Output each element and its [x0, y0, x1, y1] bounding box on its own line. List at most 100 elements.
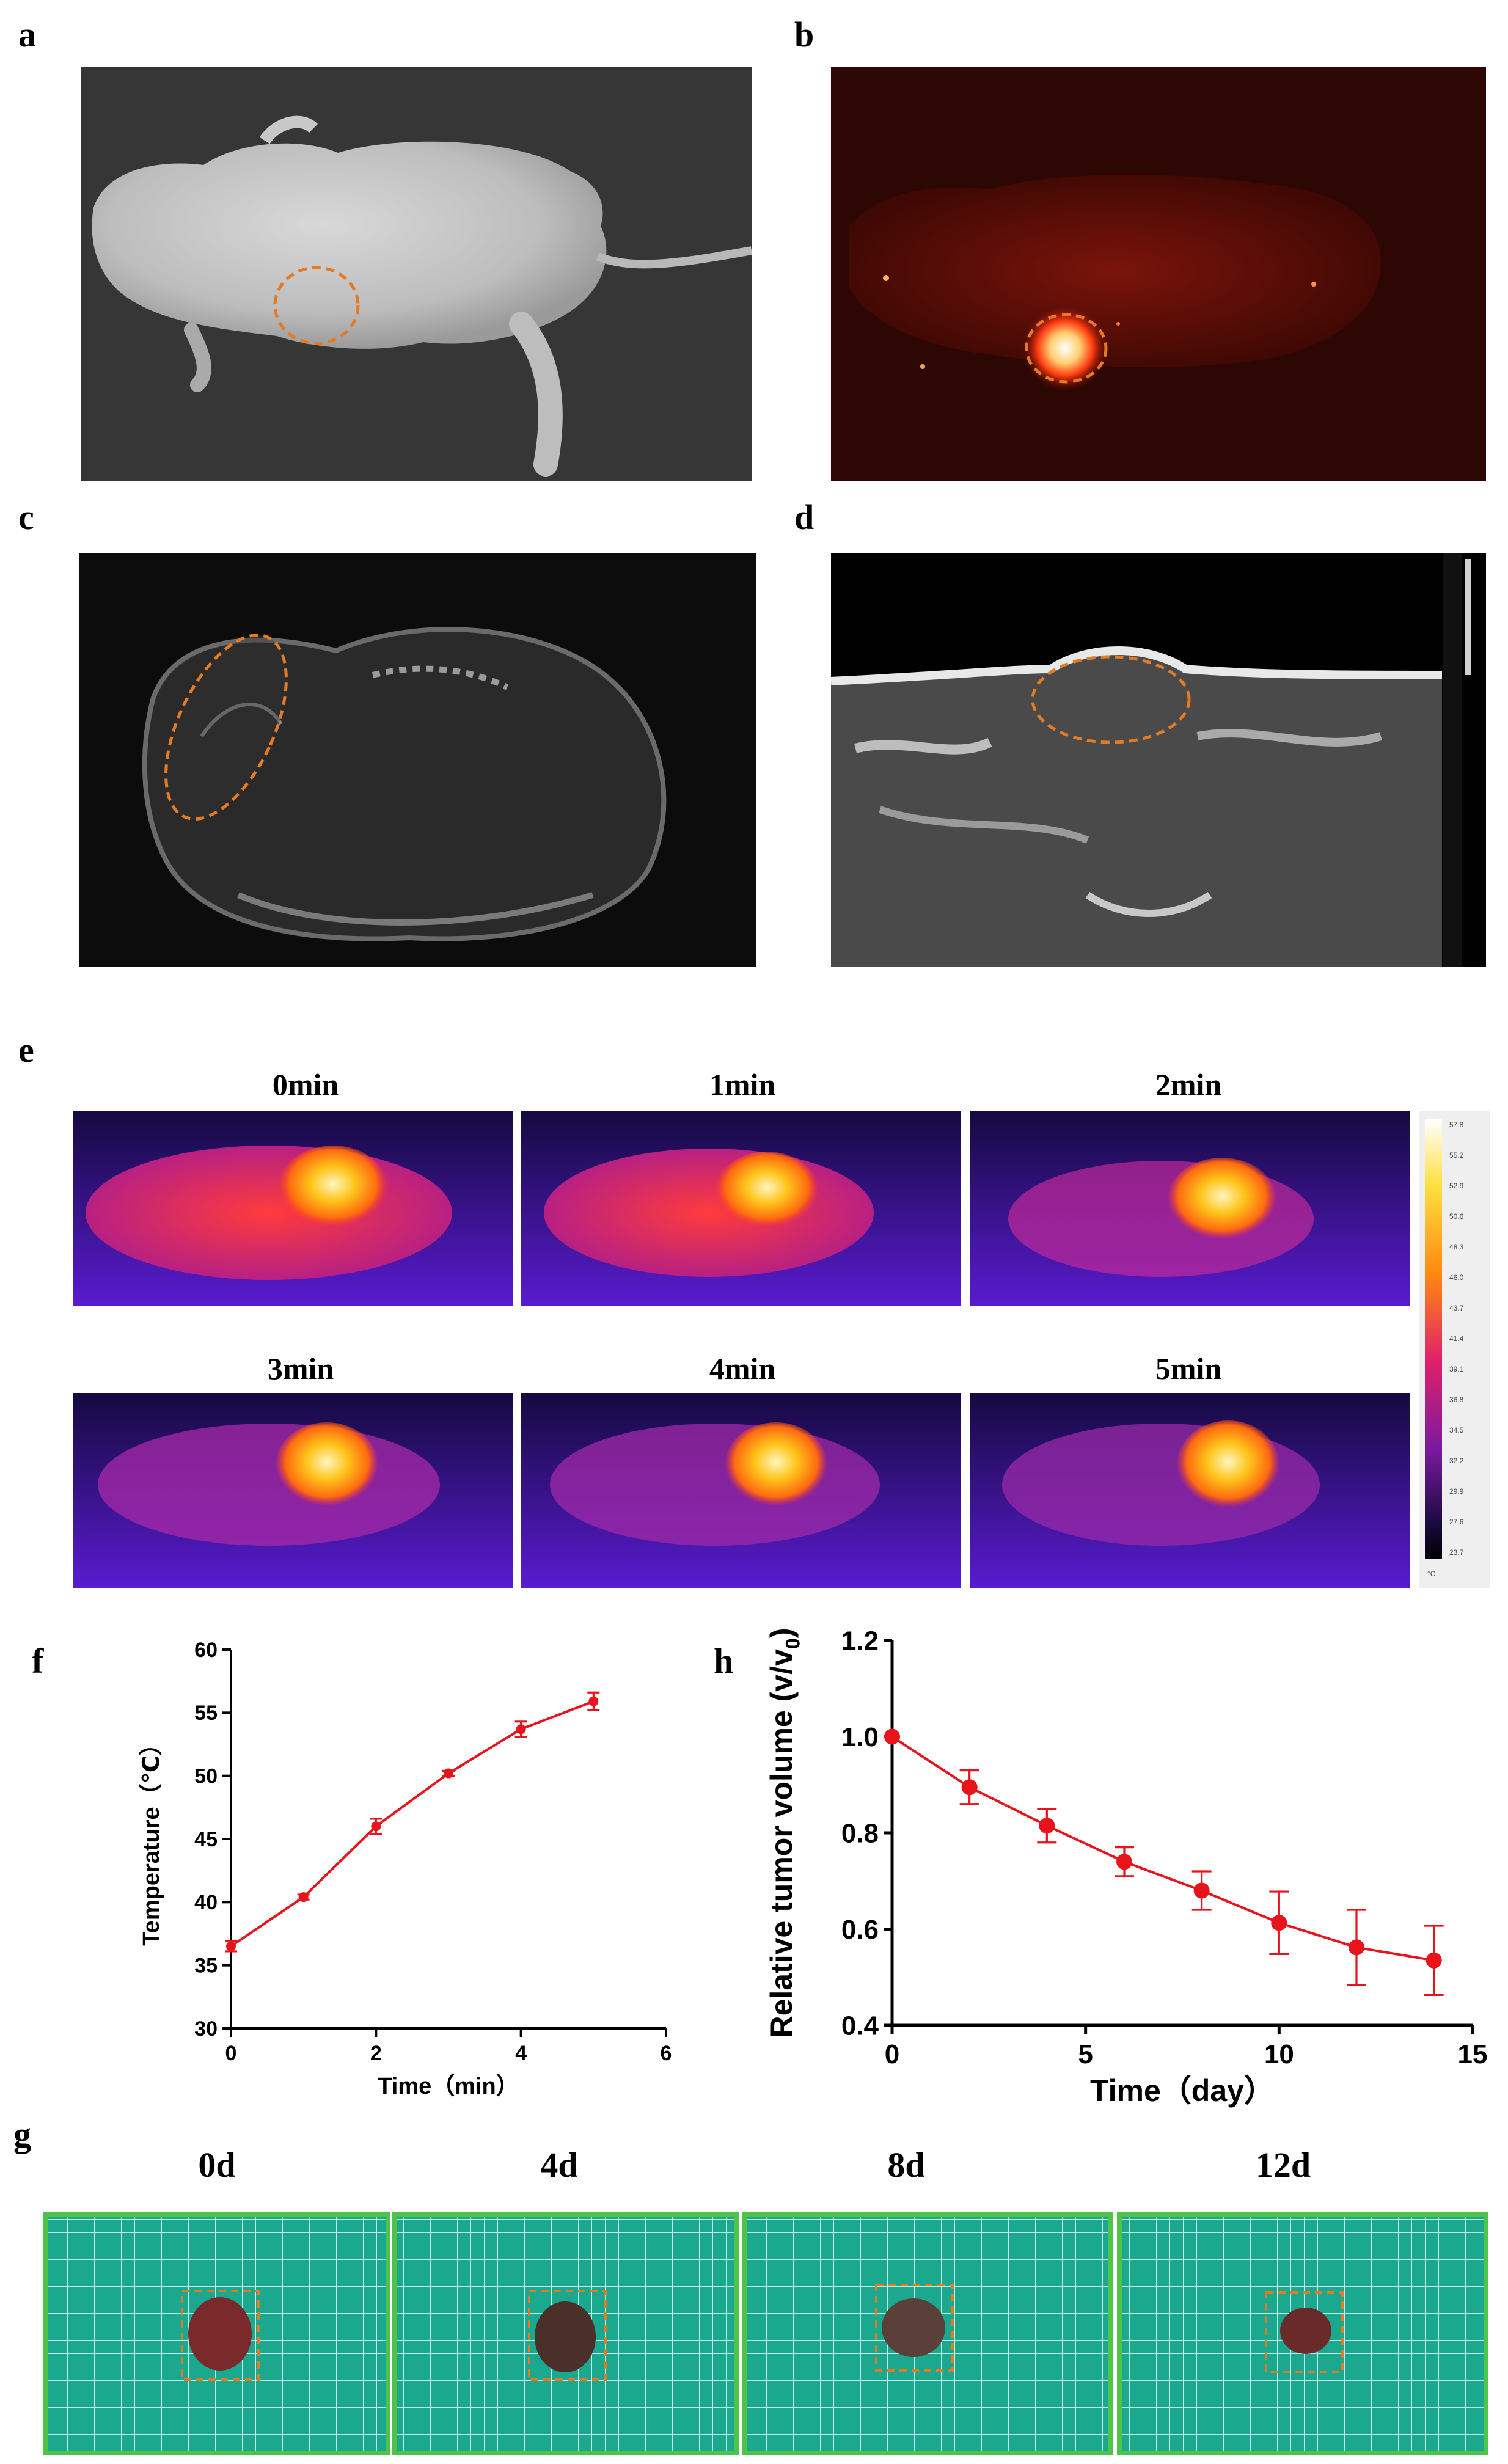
photo-mouse-brightfield	[81, 67, 752, 481]
thermal-frame-label-5: 5min	[1155, 1351, 1222, 1386]
x-tick-label-1: 2	[370, 2042, 382, 2065]
thermal-scale-value-1: 55.2	[1449, 1151, 1464, 1160]
data-point-7	[1426, 1952, 1442, 1969]
x-tick-label-3: 6	[661, 2042, 672, 2065]
thermal-scale-value-4: 48.3	[1449, 1243, 1464, 1251]
panel-label-g: g	[13, 2115, 31, 2154]
thermal-frames-group: 57.8 55.2 52.9 50.6 48.3 46.0 43.7 41.4 39.1 36.8…	[73, 1111, 1490, 1588]
data-point-3	[1116, 1854, 1132, 1870]
thermal-scale-value-8: 39.1	[1449, 1365, 1464, 1373]
tumor-ellipse-a	[273, 266, 360, 345]
x-tick-label-1: 5	[1078, 2039, 1093, 2069]
thermal-frame-2	[970, 1111, 1410, 1306]
x-tick-label-2: 4	[515, 2042, 527, 2065]
photo-ct-slice	[79, 553, 756, 967]
data-point-2	[1039, 1818, 1055, 1834]
thermal-scale-unit: °C	[1427, 1570, 1436, 1578]
data-point-0	[226, 1941, 236, 1951]
thermal-scale-value-11: 32.2	[1449, 1457, 1464, 1465]
thermal-scale-value-5: 46.0	[1449, 1273, 1464, 1282]
data-point-2	[371, 1821, 381, 1832]
thermal-frame-0	[73, 1111, 513, 1306]
panel-label-b: b	[794, 15, 814, 54]
series-line	[230, 1700, 595, 1948]
tumor-photo-4d	[392, 2212, 739, 2455]
data-point-1	[298, 1892, 309, 1903]
chart-tumor-volume: 0.4 0.6 0.8 1.0 1.2 0 5 10 15 Time（day） Relative t…	[764, 1626, 1488, 2108]
ultrasound-figure	[831, 553, 1486, 967]
data-point-0	[884, 1728, 900, 1745]
thermal-scale-value-10: 34.5	[1449, 1426, 1464, 1435]
tumor-photos-group	[43, 2212, 1488, 2455]
x-tick-label-0: 0	[225, 2042, 237, 2065]
y-tick-label-0: 0.4	[841, 2011, 879, 2041]
y-tick-label-2: 0.8	[841, 1818, 879, 1848]
thermal-frame-label-4: 4min	[709, 1351, 776, 1386]
tumor-ellipse-c	[164, 634, 288, 821]
data-point-5	[588, 1696, 599, 1706]
thermal-scale-value-3: 50.6	[1449, 1212, 1464, 1221]
data-point-4	[1193, 1882, 1210, 1899]
ct-slice-figure	[79, 553, 756, 967]
tumor-photo-8d	[742, 2212, 1113, 2455]
panel-label-c: c	[18, 497, 34, 537]
thermal-scale-value-7: 41.4	[1449, 1334, 1464, 1343]
y-tick-label-1: 0.6	[841, 1915, 879, 1945]
thermal-color-scale	[1425, 1119, 1442, 1559]
thermal-scale-value-6: 43.7	[1449, 1304, 1464, 1312]
panel-label-d: d	[794, 497, 814, 537]
thermal-scale-value-13: 27.6	[1449, 1518, 1464, 1526]
y-tick-label-1: 35	[194, 1954, 218, 1978]
x-tick-label-2: 10	[1264, 2039, 1294, 2069]
y-tick-label-0: 30	[194, 2017, 218, 2041]
x-tick-label-0: 0	[885, 2039, 899, 2069]
x-tick-label-3: 15	[1458, 2039, 1488, 2069]
mouse-brightfield-figure	[81, 67, 752, 481]
thermal-frame-label-2: 2min	[1155, 1067, 1222, 1102]
series-line	[891, 1735, 1435, 1962]
tumor-day-label-1: 4d	[540, 2145, 578, 2185]
thermal-scale-value-14: 23.7	[1449, 1548, 1464, 1557]
y-tick-label-4: 50	[194, 1765, 218, 1788]
y-axis-label: Temperature（℃）	[139, 1732, 164, 1945]
panel-label-h: h	[714, 1641, 734, 1681]
y-tick-label-3: 1.0	[841, 1722, 879, 1752]
thermal-scale-value-12: 29.9	[1449, 1487, 1464, 1496]
tumor-photo-12d	[1117, 2212, 1488, 2455]
thermal-scale-value-9: 36.8	[1449, 1395, 1464, 1404]
tumor-ellipse-d	[1031, 655, 1191, 744]
fluorescence-figure	[831, 67, 1486, 481]
tumor-photo-0d	[43, 2212, 390, 2455]
tumor-day-label-3: 12d	[1255, 2145, 1311, 2185]
chart-temperature: 30 35 40 45 50 55 60 0 2 4 6 Time（min） Temperature（℃…	[139, 1639, 672, 2099]
tumor-day-label-2: 8d	[887, 2145, 925, 2185]
thermal-frame-3	[73, 1393, 513, 1588]
data-point-3	[444, 1768, 453, 1779]
thermal-frame-4	[521, 1393, 961, 1588]
panel-label-e: e	[18, 1030, 34, 1070]
data-point-4	[516, 1724, 526, 1735]
data-point-6	[1349, 1939, 1364, 1956]
thermal-frame-5	[970, 1393, 1410, 1588]
y-tick-label-4: 1.2	[841, 1626, 879, 1656]
y-tick-label-6: 60	[194, 1639, 218, 1662]
y-tick-label-2: 40	[194, 1891, 218, 1914]
x-axis-label: Time（day）	[1090, 2074, 1275, 2108]
panel-label-f: f	[32, 1641, 44, 1681]
y-tick-label-5: 55	[194, 1702, 218, 1725]
thermal-scale-value-2: 52.9	[1449, 1182, 1464, 1190]
photo-ultrasound	[831, 553, 1486, 967]
data-point-1	[961, 1779, 978, 1796]
y-tick-label-3: 45	[194, 1828, 218, 1851]
thermal-frame-label-1: 1min	[709, 1067, 776, 1102]
thermal-frame-label-3: 3min	[267, 1351, 334, 1386]
thermal-scale-value-0: 57.8	[1449, 1120, 1464, 1129]
x-axis-label: Time（min）	[378, 2074, 519, 2099]
data-point-5	[1271, 1915, 1287, 1931]
tumor-day-label-0: 0d	[198, 2145, 236, 2185]
panel-label-a: a	[18, 15, 36, 54]
thermal-frame-1	[521, 1111, 961, 1306]
tumor-ellipse-b	[1025, 313, 1108, 384]
thermal-frame-label-0: 0min	[272, 1067, 339, 1102]
photo-fluorescence	[831, 67, 1486, 481]
